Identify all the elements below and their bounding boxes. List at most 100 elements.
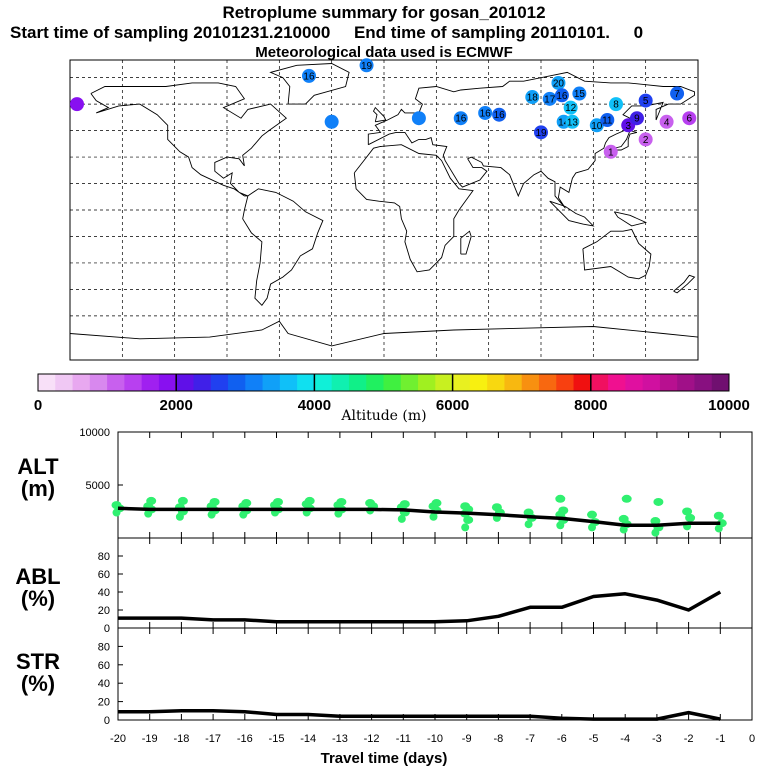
colorbar-swatch xyxy=(366,374,384,391)
alt-y-tick-label: 10000 xyxy=(79,427,110,439)
colorbar: 0 2000 4000 6000 8000 10000 xyxy=(34,373,750,414)
colorbar-swatch xyxy=(348,374,367,391)
sampling-time-line: Start time of sampling 20101231.210000 E… xyxy=(10,23,644,42)
alt-series-line xyxy=(117,506,721,528)
colorbar-swatch xyxy=(573,374,592,391)
coastline xyxy=(90,82,288,197)
colorbar-swatch xyxy=(435,374,454,391)
x-tick-label: -18 xyxy=(173,733,189,745)
plume-marker xyxy=(69,97,84,112)
colorbar-swatch xyxy=(176,374,194,391)
colorbar-swatch xyxy=(659,374,678,391)
colorbar-swatch xyxy=(72,374,91,391)
plume-marker xyxy=(359,58,374,73)
x-axis: -20 -19 -18 -17 -16 -15 -14 -13 -12 -11 -10 -9 -8 -7-… xyxy=(110,733,755,745)
abl-series-line xyxy=(118,590,722,624)
x-tick-label: -1 xyxy=(715,733,725,745)
plume-marker-label: 11 xyxy=(602,116,613,127)
str-panel: 80 60 40 20 0 xyxy=(98,627,753,727)
alt-scatter-point xyxy=(587,510,597,519)
plume-marker-label: 16 xyxy=(494,110,506,121)
plume-marker xyxy=(525,90,540,105)
plume-marker xyxy=(670,86,685,101)
abl-y-tick-label: 0 xyxy=(104,623,110,635)
alt-scatter-point xyxy=(273,497,283,506)
x-tick-label: -17 xyxy=(205,733,221,745)
alt-scatter-point xyxy=(716,519,727,528)
x-tick-label: -12 xyxy=(364,733,380,745)
colorbar-swatch xyxy=(538,374,557,391)
plume-marker xyxy=(589,118,604,133)
plume-marker xyxy=(492,107,507,122)
colorbar-swatch xyxy=(55,374,74,391)
plume-marker xyxy=(301,68,316,83)
alt-scatter-point xyxy=(365,499,376,508)
alt-scatter-point xyxy=(241,499,252,508)
str-unit-text: (%) xyxy=(20,671,56,696)
x-tick-label: -13 xyxy=(332,733,348,745)
x-tick-label: -3 xyxy=(652,733,662,745)
x-tick-label: -19 xyxy=(142,733,158,745)
colorbar-swatch xyxy=(642,374,661,391)
x-tick-label: -15 xyxy=(269,733,285,745)
chart-title: Retroplume summary for gosan_201012 xyxy=(222,3,546,22)
plume-marker-label: 13 xyxy=(567,117,579,128)
plume-marker xyxy=(659,114,674,129)
colorbar-swatch xyxy=(608,374,626,391)
alt-scatter-point xyxy=(523,508,534,517)
coastline xyxy=(673,274,696,294)
alt-scatter-point xyxy=(429,512,438,521)
colorbar-swatch xyxy=(107,374,125,391)
x-tick-label: -20 xyxy=(110,733,126,745)
abl-y-tick-label: 80 xyxy=(98,551,110,563)
coastline xyxy=(242,188,324,306)
plume-marker-label: 17 xyxy=(544,94,556,105)
str-y-tick-label: 40 xyxy=(98,678,110,690)
plume-marker xyxy=(324,114,339,129)
plume-marker-label: 10 xyxy=(591,121,603,132)
abl-frame xyxy=(117,537,753,629)
alt-scatter-point xyxy=(558,506,569,515)
alt-scatter-point xyxy=(685,513,696,522)
colorbar-swatch xyxy=(625,374,644,391)
plume-marker-label: 3 xyxy=(625,121,631,132)
plume-marker-label: 19 xyxy=(361,61,373,72)
colorbar-swatch xyxy=(228,374,246,391)
colorbar-swatch xyxy=(193,374,212,391)
plume-marker xyxy=(563,100,578,115)
colorbar-swatch xyxy=(297,374,315,391)
colorbar-swatch xyxy=(521,374,540,391)
colorbar-swatch xyxy=(487,374,505,391)
alt-scatter-point xyxy=(618,514,629,523)
x-tick-label: -2 xyxy=(684,733,694,745)
alt-scatter-point xyxy=(463,515,474,524)
plume-marker xyxy=(542,91,557,106)
coastline xyxy=(610,130,638,156)
x-tick-label: -8 xyxy=(494,733,504,745)
plume-marker-label: 2 xyxy=(643,135,649,146)
colorbar-swatch xyxy=(383,374,402,391)
abl-y-tick-label: 40 xyxy=(98,587,110,599)
colorbar-swatch xyxy=(210,374,229,391)
abl-label-text: ABL xyxy=(15,564,61,589)
plume-marker xyxy=(411,111,426,126)
plume-marker xyxy=(629,111,644,126)
colorbar-swatch xyxy=(677,374,695,391)
plume-marker-label: 20 xyxy=(553,78,565,89)
colorbar-swatch xyxy=(314,374,333,391)
alt-scatter-point xyxy=(336,497,347,506)
x-tick-label: -16 xyxy=(237,733,253,745)
coastline xyxy=(613,211,648,227)
x-tick-label: -4 xyxy=(620,733,630,745)
x-tick-label: -14 xyxy=(300,733,316,745)
colorbar-swatch xyxy=(279,374,298,391)
alt-y-tick-label: 5000 xyxy=(86,480,110,492)
str-label-text: STR xyxy=(16,649,60,674)
plume-marker-label: 18 xyxy=(527,93,539,104)
str-y-tick-label: 0 xyxy=(104,715,110,727)
colorbar-tick-label: 0 xyxy=(34,397,42,414)
alt-scatter-point xyxy=(555,494,566,503)
colorbar-swatch xyxy=(452,374,471,391)
